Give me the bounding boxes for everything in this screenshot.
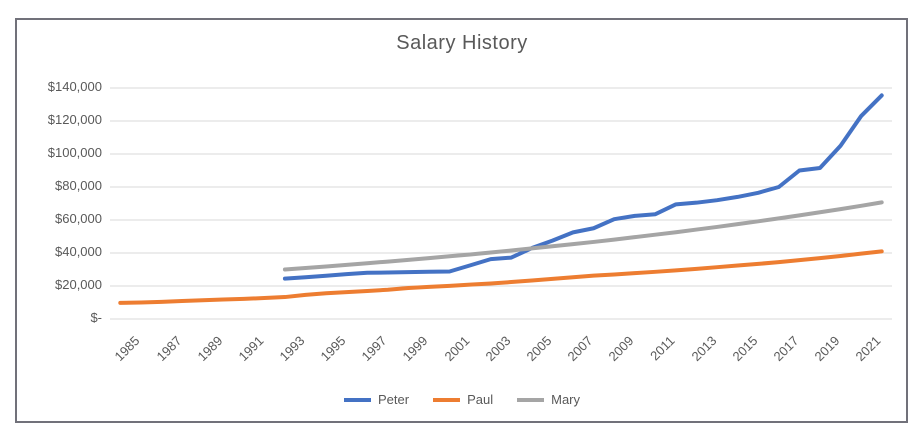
series-line-mary[interactable]: [282, 200, 884, 272]
legend-swatch-paul: [433, 397, 461, 402]
y-axis-tick-label: $100,000: [47, 145, 102, 160]
legend-item-paul[interactable]: Paul: [433, 392, 493, 407]
legend-item-mary[interactable]: Mary: [517, 392, 580, 407]
legend-label: Peter: [378, 392, 410, 407]
y-axis-tick-label: $60,000: [55, 211, 102, 226]
y-axis-tick-label: $-: [90, 310, 102, 325]
chart-title: Salary History: [396, 32, 528, 54]
y-axis-tick-label: $140,000: [47, 79, 102, 94]
y-axis-tick-label: $20,000: [55, 277, 102, 292]
legend-label: Paul: [467, 392, 494, 407]
series-line-paul[interactable]: [118, 249, 884, 305]
y-axis-tick-label: $40,000: [55, 244, 102, 259]
series-line-peter[interactable]: [282, 93, 884, 281]
legend-swatch-peter: [344, 397, 371, 402]
legend: Peter Paul Mary: [0, 392, 924, 407]
legend-swatch-mary: [517, 397, 545, 402]
y-axis-tick-label: $80,000: [55, 178, 102, 193]
legend-label: Mary: [551, 392, 580, 407]
y-axis-tick-label: $120,000: [47, 112, 102, 127]
legend-item-peter[interactable]: Peter: [344, 392, 409, 407]
